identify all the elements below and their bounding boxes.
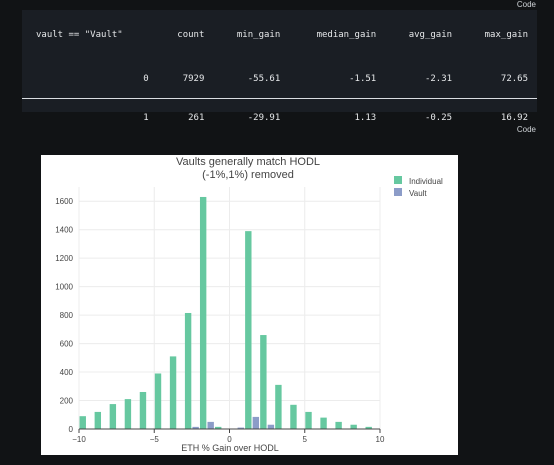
x-tick-label: 0 [227, 435, 232, 444]
bar-individual[interactable] [305, 411, 312, 429]
y-tick-label: 600 [60, 340, 74, 349]
y-tick-label: 1200 [55, 254, 73, 263]
legend[interactable]: Individual Vault [394, 176, 443, 198]
bar-individual[interactable] [290, 404, 297, 429]
histogram-plot[interactable]: 0 200 400 600 800 1000 1200 1400 1600 −10 −5 0 5 10 V… [41, 155, 458, 455]
table-cell: 16.92 [500, 113, 528, 123]
y-tick-label: 200 [60, 397, 74, 406]
table-cell: -55.61 [213, 60, 290, 99]
bar-individual[interactable] [79, 416, 86, 429]
bar-individual[interactable] [169, 356, 177, 429]
x-tick-label: −10 [72, 435, 86, 444]
axes: 0 200 400 600 800 1000 1200 1400 1600 −10 −5 0 5 10 [55, 197, 385, 444]
table-cell: 7929 [157, 60, 214, 99]
bar-individual[interactable] [139, 391, 147, 429]
table-cell: -29.91 [247, 113, 281, 123]
table-cell: 261 [188, 113, 205, 123]
table-cell: 0 [22, 60, 158, 99]
table-header-row: vault == "Vault" count min_gain median_g… [22, 10, 537, 60]
table-row: 0 7929 -55.61 -1.51 -2.31 72.65 [22, 60, 537, 99]
bar-individual[interactable] [245, 231, 252, 429]
x-tick-label: 5 [303, 435, 308, 444]
column-header: avg_gain [408, 30, 453, 40]
bar-individual[interactable] [365, 426, 372, 429]
bars[interactable] [79, 196, 372, 429]
y-tick-label: 1400 [55, 226, 73, 235]
x-tick-label: −5 [150, 435, 160, 444]
column-header: max_gain [484, 30, 528, 40]
bar-vault[interactable] [237, 427, 244, 429]
code-toggle-button[interactable]: Code [516, 125, 536, 134]
bar-individual[interactable] [154, 373, 162, 429]
y-tick-label: 800 [60, 311, 74, 320]
bar-individual[interactable] [260, 335, 267, 429]
legend-swatch-individual [394, 176, 402, 184]
bar-vault[interactable] [207, 421, 214, 429]
bar-individual[interactable] [199, 196, 207, 429]
column-header: min_gain [236, 30, 281, 40]
bar-individual[interactable] [215, 426, 222, 429]
table-cell: -2.31 [385, 60, 462, 99]
x-tick-label: 10 [376, 435, 385, 444]
bar-vault[interactable] [267, 424, 275, 429]
chart-svg[interactable]: 0 200 400 600 800 1000 1200 1400 1600 −10 −5 0 5 10 V… [41, 155, 458, 455]
column-header: vault == "Vault" [36, 30, 123, 40]
y-tick-label: 1000 [55, 283, 73, 292]
table-cell: -0.25 [424, 113, 453, 123]
legend-swatch-vault [394, 188, 402, 196]
bar-individual[interactable] [320, 417, 327, 429]
table-row: 1 261 -29.91 1.13 -0.25 16.92 [22, 99, 537, 138]
bar-individual[interactable] [109, 404, 117, 429]
bar-individual[interactable] [335, 421, 342, 429]
bar-vault[interactable] [252, 416, 260, 429]
chart-subtitle: (-1%,1%) removed [202, 169, 294, 181]
bar-individual[interactable] [184, 312, 192, 429]
summary-table: vault == "Vault" count min_gain median_g… [22, 10, 537, 123]
table-cell: 1.13 [354, 113, 377, 123]
table-cell: 1 [143, 113, 149, 123]
gridlines [78, 187, 381, 430]
chart-title: Vaults generally match HODL [176, 156, 320, 168]
bar-vault[interactable] [192, 426, 199, 429]
table-cell: -1.51 [289, 60, 386, 99]
y-tick-label: 1600 [55, 197, 73, 206]
legend-label-vault[interactable]: Vault [409, 189, 427, 198]
y-tick-label: 400 [60, 368, 74, 377]
y-tick-label: 0 [69, 425, 74, 434]
table-cell: 72.65 [461, 60, 537, 99]
bar-individual[interactable] [94, 411, 102, 429]
code-toggle-button[interactable]: Code [516, 0, 536, 9]
column-header: count [177, 30, 205, 40]
bar-individual[interactable] [275, 384, 282, 429]
legend-label-individual[interactable]: Individual [409, 177, 443, 186]
bar-individual[interactable] [350, 424, 357, 429]
x-axis-label: ETH % Gain over HODL [181, 443, 279, 453]
bar-individual[interactable] [124, 399, 132, 429]
column-header: median_gain [316, 30, 377, 40]
